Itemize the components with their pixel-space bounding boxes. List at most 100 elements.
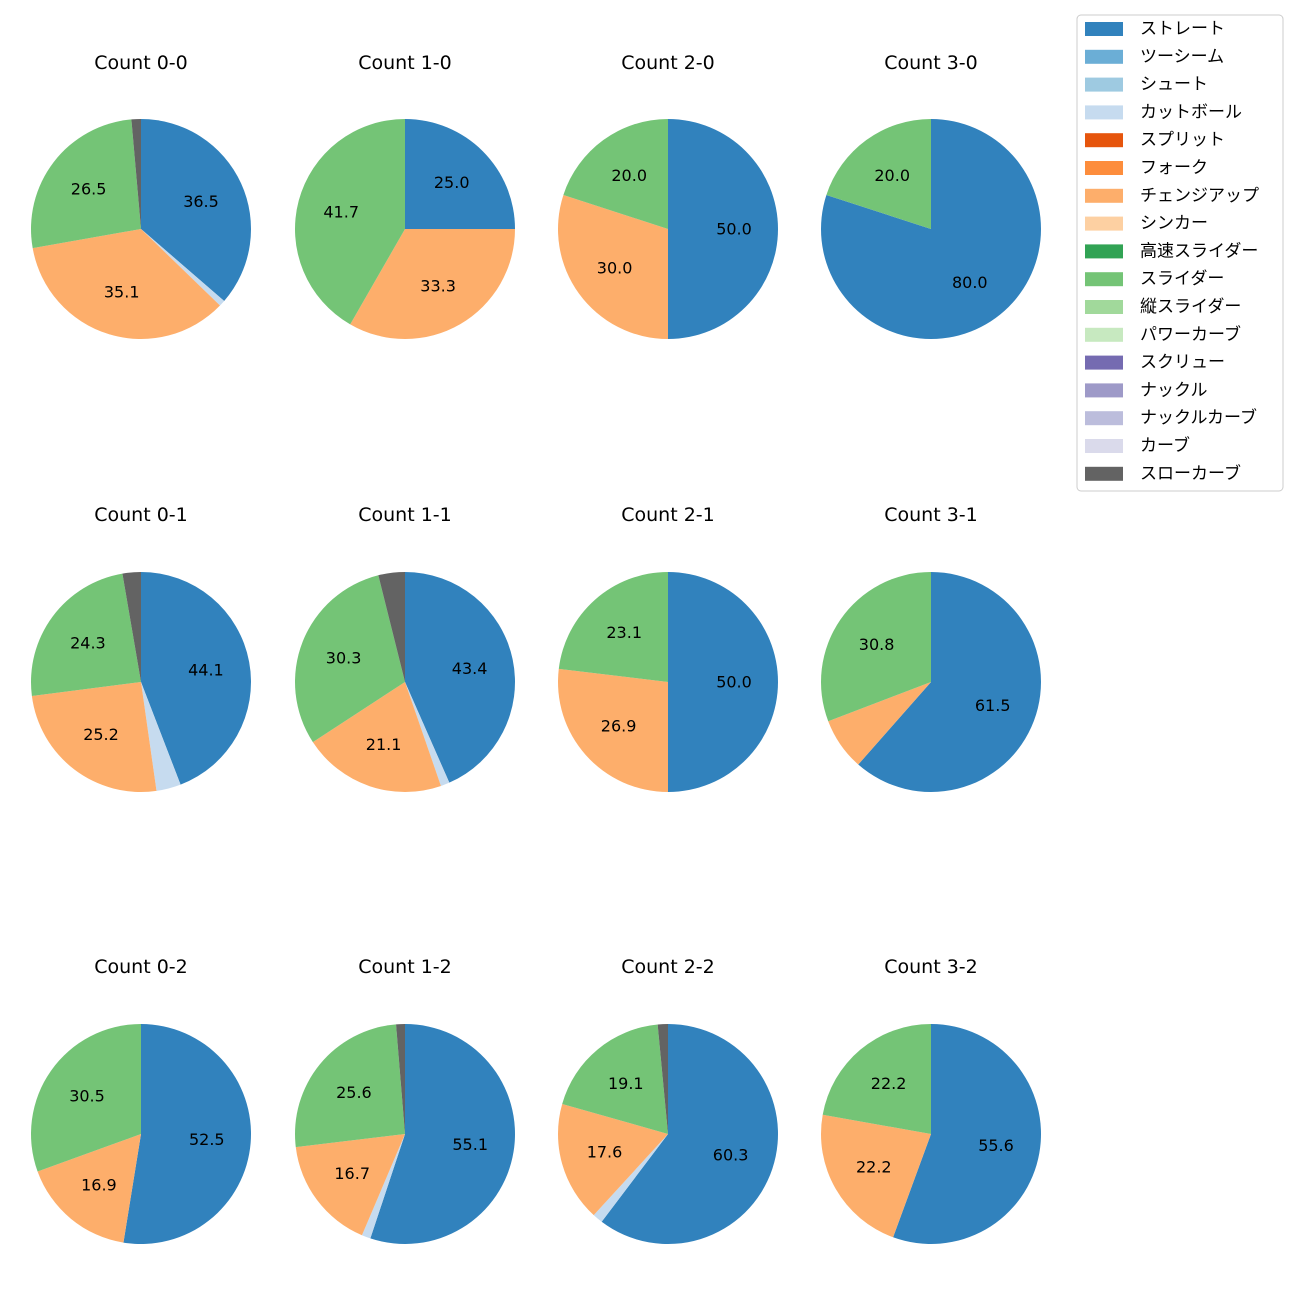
legend-item: 縦スライダー	[1085, 297, 1241, 317]
pie-title: Count 2-1	[621, 504, 715, 526]
legend-label: スローカーブ	[1140, 463, 1241, 484]
pie-title: Count 0-1	[94, 504, 188, 526]
slice-label: 23.1	[606, 623, 642, 642]
legend-item: スプリット	[1085, 130, 1225, 150]
legend-swatch	[1085, 466, 1123, 481]
slice-label: 60.3	[713, 1146, 749, 1165]
pie-slice	[828, 682, 931, 765]
pie-slice	[30, 573, 141, 696]
slice-label: 50.0	[716, 220, 752, 239]
legend-label: フォーク	[1140, 158, 1208, 178]
pie-slice	[141, 682, 181, 791]
slice-label: 21.1	[366, 735, 402, 754]
legend-label: ナックル	[1140, 380, 1208, 400]
legend-item: スローカーブ	[1085, 463, 1241, 484]
legend-swatch	[1085, 133, 1123, 148]
legend-item: シンカー	[1085, 214, 1208, 234]
legend-item: シュート	[1085, 75, 1208, 95]
legend-item: カーブ	[1085, 435, 1190, 456]
slice-label: 33.3	[420, 277, 456, 296]
legend-label: 縦スライダー	[1140, 297, 1241, 317]
legend-swatch	[1085, 300, 1123, 314]
legend-swatch	[1085, 272, 1123, 287]
pie-count-2-2: Count 2-2 60.3 17.6 19.1	[558, 956, 778, 1244]
pie-count-1-2: Count 1-2 55.1 16.7 25.6	[295, 956, 515, 1244]
pie-slice	[593, 1134, 668, 1222]
pie-slice	[558, 668, 668, 792]
slice-label: 26.9	[601, 716, 637, 735]
slice-label: 50.0	[716, 673, 752, 692]
pie-slice	[350, 229, 515, 339]
legend-swatch	[1085, 49, 1123, 64]
pie-count-0-2: Count 0-2 52.5 16.9 30.5	[31, 956, 252, 1245]
pie-slice	[295, 119, 405, 325]
pie-slice	[361, 1134, 405, 1239]
pie-slice	[558, 1103, 668, 1216]
legend-item: ツーシーム	[1085, 47, 1224, 67]
slice-label: 16.7	[334, 1164, 370, 1183]
pie-slice	[821, 572, 931, 722]
slice-label: 24.3	[70, 633, 106, 652]
legend-label: パワーカーブ	[1140, 324, 1241, 345]
legend-label: 高速スライダー	[1140, 241, 1258, 261]
slice-label: 30.3	[326, 648, 362, 667]
slice-label: 17.6	[587, 1143, 623, 1162]
legend-swatch	[1085, 355, 1123, 370]
legend-item: フォーク	[1085, 158, 1208, 178]
slice-label: 20.0	[611, 166, 647, 185]
pie-slice	[141, 229, 225, 306]
slice-label: 19.1	[608, 1074, 644, 1093]
slice-label: 41.7	[323, 203, 359, 222]
pie-slice	[31, 682, 157, 792]
pie-slice	[37, 1134, 141, 1243]
slice-label: 26.5	[71, 179, 107, 198]
pie-slice	[601, 1024, 778, 1244]
pie-slice	[312, 682, 441, 792]
legend-item: 高速スライダー	[1085, 241, 1258, 261]
pie-slice	[858, 572, 1041, 792]
slice-label: 61.5	[975, 696, 1011, 715]
pie-count-2-0: Count 2-0 50.0 30.0 20.0	[558, 52, 778, 339]
slice-label: 16.9	[81, 1175, 117, 1194]
pie-title: Count 1-0	[358, 52, 452, 74]
pie-title: Count 1-2	[358, 956, 452, 978]
legend-label: シュート	[1140, 75, 1208, 95]
pie-slice	[558, 572, 668, 682]
slice-label: 25.2	[83, 725, 119, 744]
legend-label: ストレート	[1140, 19, 1225, 39]
legend-item: スクリュー	[1085, 353, 1225, 373]
legend-item: カットボール	[1085, 102, 1242, 122]
legend-swatch	[1085, 161, 1123, 175]
slice-label: 30.0	[597, 258, 633, 277]
pie-slice	[123, 1024, 252, 1245]
pie-title: Count 2-2	[621, 956, 715, 978]
legend-item: ナックル	[1085, 380, 1208, 400]
legend-item: パワーカーブ	[1085, 324, 1241, 345]
pie-slice	[668, 119, 778, 339]
legend: ストレートツーシームシュートカットボールスプリットフォークチェンジアップシンカー…	[1076, 14, 1284, 492]
slice-label: 55.1	[452, 1135, 488, 1154]
pie-slice	[370, 1024, 515, 1244]
pie-slice	[141, 572, 251, 785]
pie-title: Count 1-1	[358, 504, 452, 526]
legend-item: ストレート	[1085, 19, 1225, 39]
pie-slice	[826, 119, 931, 229]
pie-count-0-0: Count 0-0 36.5 35.1 26.5	[31, 52, 251, 339]
legend-label: スクリュー	[1140, 353, 1225, 373]
legend-label: シンカー	[1140, 214, 1208, 234]
legend-item: チェンジアップ	[1085, 186, 1259, 206]
legend-swatch	[1085, 327, 1123, 342]
legend-frame	[1076, 14, 1284, 492]
pie-title: Count 0-2	[94, 956, 188, 978]
legend-swatch	[1085, 244, 1123, 259]
legend-swatch	[1085, 439, 1123, 453]
pie-count-1-1: Count 1-1 43.4 21.1 30.3	[294, 504, 515, 792]
pie-slice	[294, 575, 405, 743]
pie-count-3-2: Count 3-2 55.6 22.2 22.2	[821, 956, 1042, 1244]
pie-slice	[378, 572, 405, 682]
pie-slice	[563, 119, 668, 229]
slice-label: 30.5	[69, 1087, 105, 1106]
legend-item: スライダー	[1085, 269, 1224, 289]
pie-count-3-0: Count 3-0 80.0 20.0	[821, 52, 1041, 339]
pie-slice	[31, 1024, 142, 1172]
